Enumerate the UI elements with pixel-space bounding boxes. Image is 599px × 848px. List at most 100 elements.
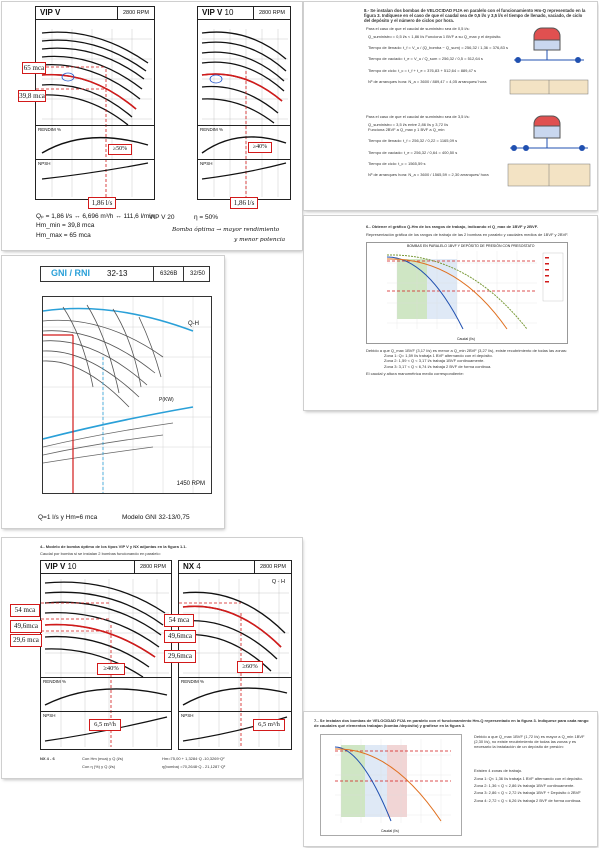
- fit-eq-2: η(bomba) =70,2648·Q - 21,1287·Q²: [162, 764, 226, 769]
- exercise-heading: 6.- Obtener el gráfico Q-Hm de los rango…: [366, 224, 538, 229]
- selected-model: VIP V 20: [149, 214, 175, 221]
- exercise-heading: 4.- Modelo de bomba óptimo de los tipos …: [40, 544, 187, 549]
- page-vip-v-selection: VIP V 2800 RPM RENDIM % ≥50% NPSH 65 mca …: [2, 2, 302, 250]
- block2-lines: Q_suministro = 3,5 l/s entre 2,86 l/s y …: [368, 122, 498, 177]
- rend-label: RENDIM %: [43, 679, 67, 684]
- calc-line: Tiempo de ciclo: t_c = 1565,59 s: [368, 160, 426, 166]
- handwritten-note-1: Bomba óptima → mayor rendimiento: [172, 227, 280, 233]
- result-model: Modelo GNI 32-13/0,75: [122, 514, 190, 521]
- power-label: P(KW): [159, 397, 174, 403]
- zone-line: Zona 1: Q< 1,36 l/s trabaja 1 BVF altern…: [474, 776, 583, 781]
- catalog-model-no: 32-13: [107, 269, 128, 278]
- exercise-heading: 7.- Se instalan dos bombas de VELOCIDAD …: [314, 718, 589, 729]
- page-parallel-ranges: 6.- Obtener el gráfico Q-Hm de los rango…: [304, 216, 597, 410]
- calc-line: Tiempo de vaciado: t_e = 256,32 / 0,64 =…: [368, 149, 458, 155]
- formula-intro: El caudal y altura manométrica medio cor…: [366, 370, 464, 376]
- zones-paragraph: Debido a que Q_max 1BVF (1,72 l/s) es ma…: [474, 734, 585, 750]
- fit-model: NX 4 - 6: [40, 756, 55, 761]
- zone-line: Zona 4: 2,72 < Q < 6,26 l/s trabaja 2 BV…: [474, 797, 582, 803]
- npsh-curve: [41, 162, 149, 180]
- chart-title: VIP V: [45, 562, 66, 571]
- gni-chart: Q-H P(KW) 1450 RPM: [42, 296, 212, 494]
- page-gni-rni: GNI / RNI 32-13 6326B 32/50 Q-H P(KW): [2, 256, 224, 528]
- page-parallel-pumps-cycles: 8.- Se instalan dos bombas de VELOCIDAD …: [304, 2, 597, 210]
- flow-label: 1,86 l/s: [88, 197, 116, 209]
- calc-hmax: Hm_max = 65 mca: [36, 232, 91, 239]
- npsh-curve: [201, 162, 287, 180]
- npsh-label: NPSH: [38, 161, 51, 166]
- rend-label: RENDIM %: [200, 127, 224, 132]
- gni-curves: [43, 297, 211, 493]
- head-label-2: 49,6mca: [164, 630, 196, 643]
- calc-line: Tiempo de llenado: t_f = V_u / (Q_bomba …: [368, 45, 508, 51]
- handwritten-note-2: y menor potencia: [234, 237, 286, 243]
- pump-chart-vip-v: VIP V 2800 RPM RENDIM % ≥50% NPSH: [35, 6, 155, 200]
- exercise-subheading: Representación gráfica de los rangos de …: [366, 232, 569, 237]
- catalog-header: GNI / RNI 32-13 6326B 32/50: [40, 266, 210, 282]
- head-min-label: 39,8 mca: [18, 90, 46, 102]
- efficiency-label: ≥40%: [248, 142, 272, 153]
- head-max-label: 65 mca: [22, 62, 46, 74]
- chart-rpm: 2800 RPM: [117, 7, 154, 19]
- head-label-1: 54 mca: [164, 614, 194, 627]
- head-label-3: 29,6 mca: [10, 634, 42, 647]
- ranges-xlabel: Caudal (l/s): [457, 337, 475, 341]
- exercise-subheading: Caudal por bomba si se instalan 2 bombas…: [40, 551, 161, 556]
- chart-title: VIP V: [202, 8, 223, 17]
- efficiency-curve: [201, 136, 287, 154]
- calc-hmin: Hm_min = 39,8 mca: [36, 222, 95, 229]
- rend-label: RENDIM %: [38, 127, 62, 132]
- npsh-label: NPSH: [43, 713, 56, 718]
- zone-line: Zona 2: 1,59 < Q < 3,17 l/s trabaja 1BVF…: [384, 358, 485, 364]
- ranges-plot: [386, 251, 564, 330]
- flow-label: 1,86 l/s: [230, 197, 258, 209]
- qh-label: Q-H: [188, 321, 199, 327]
- efficiency-curve: [41, 137, 149, 154]
- hq-curves: [36, 29, 152, 197]
- zone-line: Zona 2: 1,36 < Q < 2,86 l/s trabaja 1BVF…: [474, 783, 575, 789]
- head-label-3: 29,6mca: [164, 650, 196, 663]
- calc-line: Tiempo de ciclo: t_c = t_f + t_e = 376,8…: [368, 67, 477, 73]
- result-q-hm: Q=1 l/s y Hm=6 mca: [38, 514, 98, 521]
- efficiency-curve: [182, 687, 288, 706]
- efficiency-label: ≥60%: [237, 661, 263, 673]
- catalog-code: 6326B: [153, 267, 177, 281]
- head-label-2: 49,6mca: [10, 620, 42, 633]
- fit-line-1: Con Hm (mca) y Q (l/s): [82, 756, 124, 761]
- chart-subtitle: 10: [224, 8, 234, 17]
- head-label-1: 54 mca: [10, 604, 40, 617]
- calc-line: Tiempo de vaciado: t_e = V_u / Q_sum = 2…: [368, 56, 483, 62]
- calc-line: Nº de arranques hora: N_a = 3600 / 1565,…: [368, 172, 489, 178]
- fit-eq-1: Hm=75,00 + 1,3284·Q -10,3269·Q²: [162, 756, 225, 761]
- chart-rpm: 2800 RPM: [134, 561, 171, 573]
- calc-line: Nº de arranques hora: N_a = 3600 / 889,4…: [368, 78, 487, 84]
- npsh-label: NPSH: [200, 161, 213, 166]
- flow-label: 6,5 m³/h: [89, 719, 121, 731]
- qh-label: Q - H: [271, 579, 285, 585]
- calc-line: Q_suministro = 0,5 l/s < 1,86 l/s Funcio…: [368, 34, 502, 39]
- rpm-label: 1450 RPM: [176, 481, 205, 487]
- pump-chart-vip-v-10: VIP V 10 2800 RPM RENDIM % ≥40% NPSH: [197, 6, 291, 200]
- zone-line: Debido a que Q_max 1BVF (3,17 l/s) es me…: [366, 348, 567, 353]
- chart-subtitle: 4: [196, 562, 201, 571]
- zone-line: Zona 3: 3,17 < Q < 6,74 l/s trabaja 2 BV…: [384, 363, 492, 369]
- block2-title: Para el caso de que el caudal de suminis…: [366, 114, 470, 119]
- chart-rpm: 2800 RPM: [253, 7, 290, 19]
- npsh-label: NPSH: [181, 713, 194, 718]
- catalog-page: 32/50: [182, 267, 205, 281]
- chart-rpm: 2800 RPM: [254, 561, 291, 573]
- zone-line: Zona 3: 2,86 < Q < 2,72 l/s trabaja 1BVF…: [474, 790, 581, 796]
- chart-title: VIP V: [40, 8, 61, 17]
- fit-line-2: Con η (%) y Q (l/s): [82, 764, 116, 769]
- calc-line: Q_suministro = 3,5 l/s entre 2,86 l/s y …: [368, 122, 449, 127]
- hq-curves: [179, 579, 289, 747]
- chart-title: NX: [183, 562, 195, 571]
- ranges-chart-title: BOMBAS EN PARALELO 1BVF Y DEPÓSITO DE PR…: [407, 244, 535, 248]
- page-operating-zones: 7.- Se instalan dos bombas de VELOCIDAD …: [304, 712, 597, 846]
- zones-list: Zona 1: Q< 1,36 l/s trabaja 1 BVF altern…: [474, 776, 592, 803]
- exercise-heading: 8.- Se instalan dos bombas de VELOCIDAD …: [364, 8, 586, 24]
- catalog-title: GNI / RNI: [51, 268, 91, 278]
- calc-line: Tiempo de llenado: t_f = 256,32 / 0,22 =…: [368, 138, 458, 144]
- efficiency-label: ≥40%: [97, 663, 125, 675]
- block1-lines: Q_suministro = 0,5 l/s < 1,86 l/s Funcio…: [368, 34, 508, 84]
